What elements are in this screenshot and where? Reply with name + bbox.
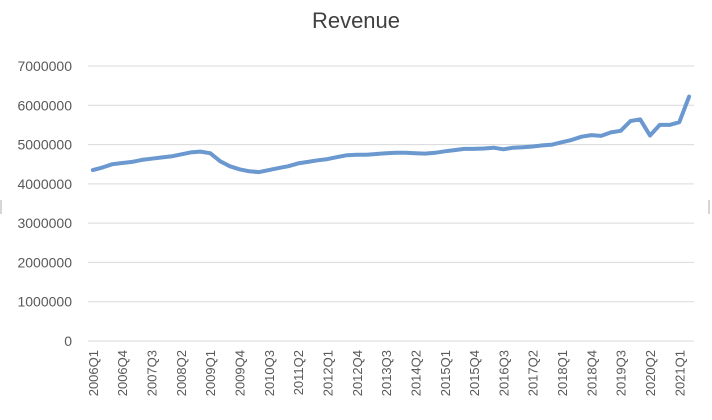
x-tick-label: 2014Q2 — [408, 350, 423, 396]
chart-title: Revenue — [311, 8, 401, 33]
y-tick-label: 5000000 — [17, 137, 72, 153]
y-axis-tick-labels: 0 1000000 2000000 3000000 4000000 5000000 6000… — [17, 58, 72, 349]
x-tick-label: 2018Q1 — [555, 350, 570, 396]
x-tick-label: 2011Q2 — [291, 350, 306, 395]
x-tick-label: 2009Q1 — [203, 350, 218, 396]
x-tick-label: 2020Q2 — [643, 350, 658, 396]
x-tick-label: 2017Q2 — [526, 350, 541, 396]
x-tick-label: 2008Q2 — [174, 350, 189, 396]
left-edge-mark — [0, 200, 2, 214]
x-tick-label: 2007Q3 — [145, 350, 160, 396]
y-tick-label: 4000000 — [17, 176, 72, 192]
x-tick-label: 2015Q1 — [438, 350, 453, 396]
y-tick-label: 0 — [64, 333, 72, 349]
y-tick-label: 2000000 — [17, 254, 72, 270]
x-tick-label: 2021Q1 — [672, 350, 687, 396]
x-tick-label: 2019Q3 — [614, 350, 629, 396]
x-tick-label: 2016Q3 — [496, 350, 511, 396]
x-tick-label: 2010Q3 — [262, 350, 277, 396]
y-tick-label: 1000000 — [17, 294, 72, 310]
y-tick-label: 6000000 — [17, 97, 72, 113]
right-edge-mark — [708, 200, 710, 214]
x-tick-label: 2013Q3 — [379, 350, 394, 396]
x-tick-label: 2006Q4 — [115, 350, 130, 396]
x-tick-label: 2009Q4 — [233, 350, 248, 396]
x-tick-label: 2006Q1 — [86, 350, 101, 396]
y-tick-label: 7000000 — [17, 58, 72, 74]
y-tick-label: 3000000 — [17, 215, 72, 231]
gridlines — [88, 65, 694, 342]
x-tick-label: 2018Q4 — [584, 350, 599, 396]
x-axis-tick-labels: 2006Q1 2006Q4 2007Q3 2008Q2 2009Q1 2009Q4 2010… — [86, 350, 687, 396]
series-line-0 — [90, 94, 692, 175]
x-tick-label: 2015Q4 — [467, 350, 482, 396]
x-tick-label: 2012Q4 — [350, 350, 365, 396]
x-tick-label: 2012Q1 — [320, 350, 335, 396]
data-series — [90, 94, 692, 175]
